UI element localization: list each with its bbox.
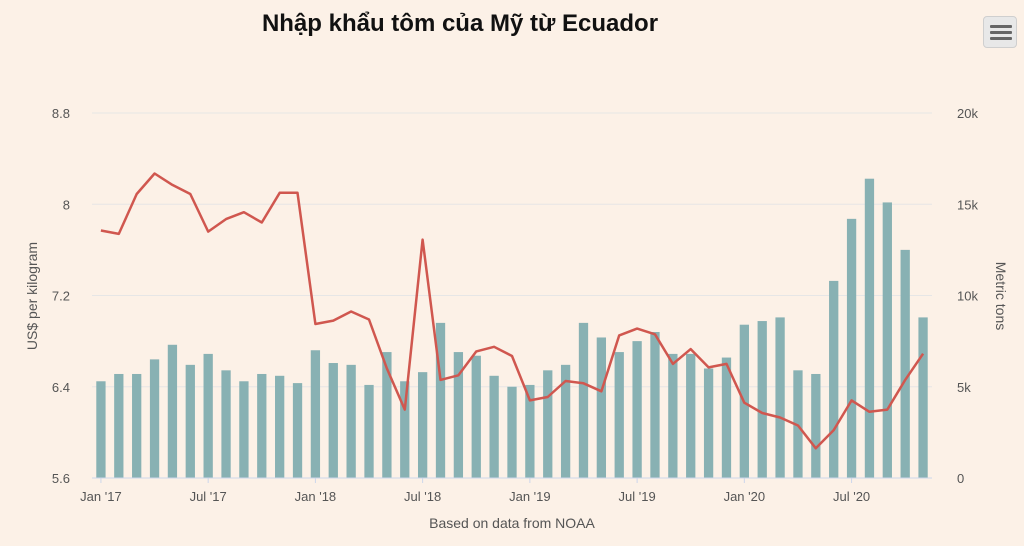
bar: [328, 363, 338, 478]
bar: [114, 373, 124, 478]
right-axis-tick-label: 20k: [957, 106, 978, 121]
bar: [811, 373, 821, 478]
bar: [507, 386, 517, 478]
bar: [882, 202, 892, 479]
bar: [596, 337, 607, 478]
x-axis-tick-label: Jul '20: [833, 489, 870, 504]
bar: [632, 341, 642, 478]
x-axis-tick-label: Jul '19: [619, 489, 656, 504]
bar: [275, 375, 285, 478]
bar: [668, 353, 678, 478]
bar: [132, 373, 142, 478]
bar: [864, 178, 875, 478]
bar: [703, 368, 714, 478]
left-axis-tick-label: 7.2: [52, 289, 70, 304]
bar: [185, 364, 195, 478]
bar: [918, 317, 928, 478]
bar: [900, 249, 910, 478]
bar: [686, 353, 696, 478]
x-axis-tick-label: Jul '17: [190, 489, 227, 504]
right-axis-tick-label: 0: [957, 471, 964, 486]
hamburger-icon-line: [990, 31, 1012, 34]
bar: [400, 381, 410, 478]
bar: [578, 322, 589, 478]
bar: [167, 344, 178, 478]
left-axis-tick-label: 5.6: [52, 471, 70, 486]
bar: [310, 350, 321, 478]
bar: [364, 384, 374, 478]
x-axis-title: Based on data from NOAA: [429, 515, 595, 531]
bar: [525, 384, 535, 478]
bar: [560, 364, 571, 478]
right-axis-tick-label: 5k: [957, 380, 971, 395]
bar: [346, 364, 356, 478]
bar: [614, 352, 624, 478]
price-line: [100, 172, 925, 450]
left-axis-tick-label: 8: [63, 197, 70, 212]
bar: [257, 373, 267, 478]
bar: [846, 218, 857, 478]
bar: [96, 381, 106, 478]
bar: [775, 317, 785, 478]
x-axis-tick-label: Jan '17: [80, 489, 122, 504]
bar: [489, 375, 499, 478]
x-axis: Jan '17 Jul '17 Jan '18 Jul '18 Jan '19 Jul '…: [80, 478, 870, 504]
right-axis-tick-label: 15k: [957, 197, 978, 212]
chart-menu-button[interactable]: [983, 16, 1017, 48]
bar: [382, 352, 392, 478]
hamburger-icon: [990, 25, 1012, 28]
x-axis-tick-label: Jul '18: [404, 489, 441, 504]
bar: [203, 353, 213, 478]
bar: [543, 370, 553, 478]
x-axis-tick-label: Jan '20: [724, 489, 766, 504]
bar: [829, 280, 839, 478]
hamburger-icon-line: [990, 37, 1012, 40]
bar: [149, 359, 160, 478]
right-axis-title: Metric tons: [993, 262, 1009, 330]
grid-lines: [92, 112, 932, 388]
left-axis-title: US$ per kilogram: [24, 242, 40, 350]
left-axis-tick-label: 6.4: [52, 380, 70, 395]
bar: [721, 357, 732, 478]
bar: [417, 372, 428, 478]
bar: [650, 332, 660, 478]
bar: [292, 383, 303, 478]
bar: [435, 322, 446, 478]
left-axis: 5.6 6.4 7.2 8 8.8: [52, 106, 70, 486]
bar: [471, 355, 481, 478]
bar: [453, 352, 464, 478]
bar: [221, 370, 231, 478]
bar: [757, 321, 767, 478]
x-axis-tick-label: Jan '19: [509, 489, 551, 504]
left-axis-tick-label: 8.8: [52, 106, 70, 121]
chart-title: Nhập khẩu tôm của Mỹ từ Ecuador: [261, 10, 659, 37]
right-axis: 0 5k 10k 15k 20k: [957, 106, 978, 486]
x-axis-tick-label: Jan '18: [295, 489, 337, 504]
right-axis-tick-label: 10k: [957, 289, 978, 304]
bar: [239, 381, 249, 478]
